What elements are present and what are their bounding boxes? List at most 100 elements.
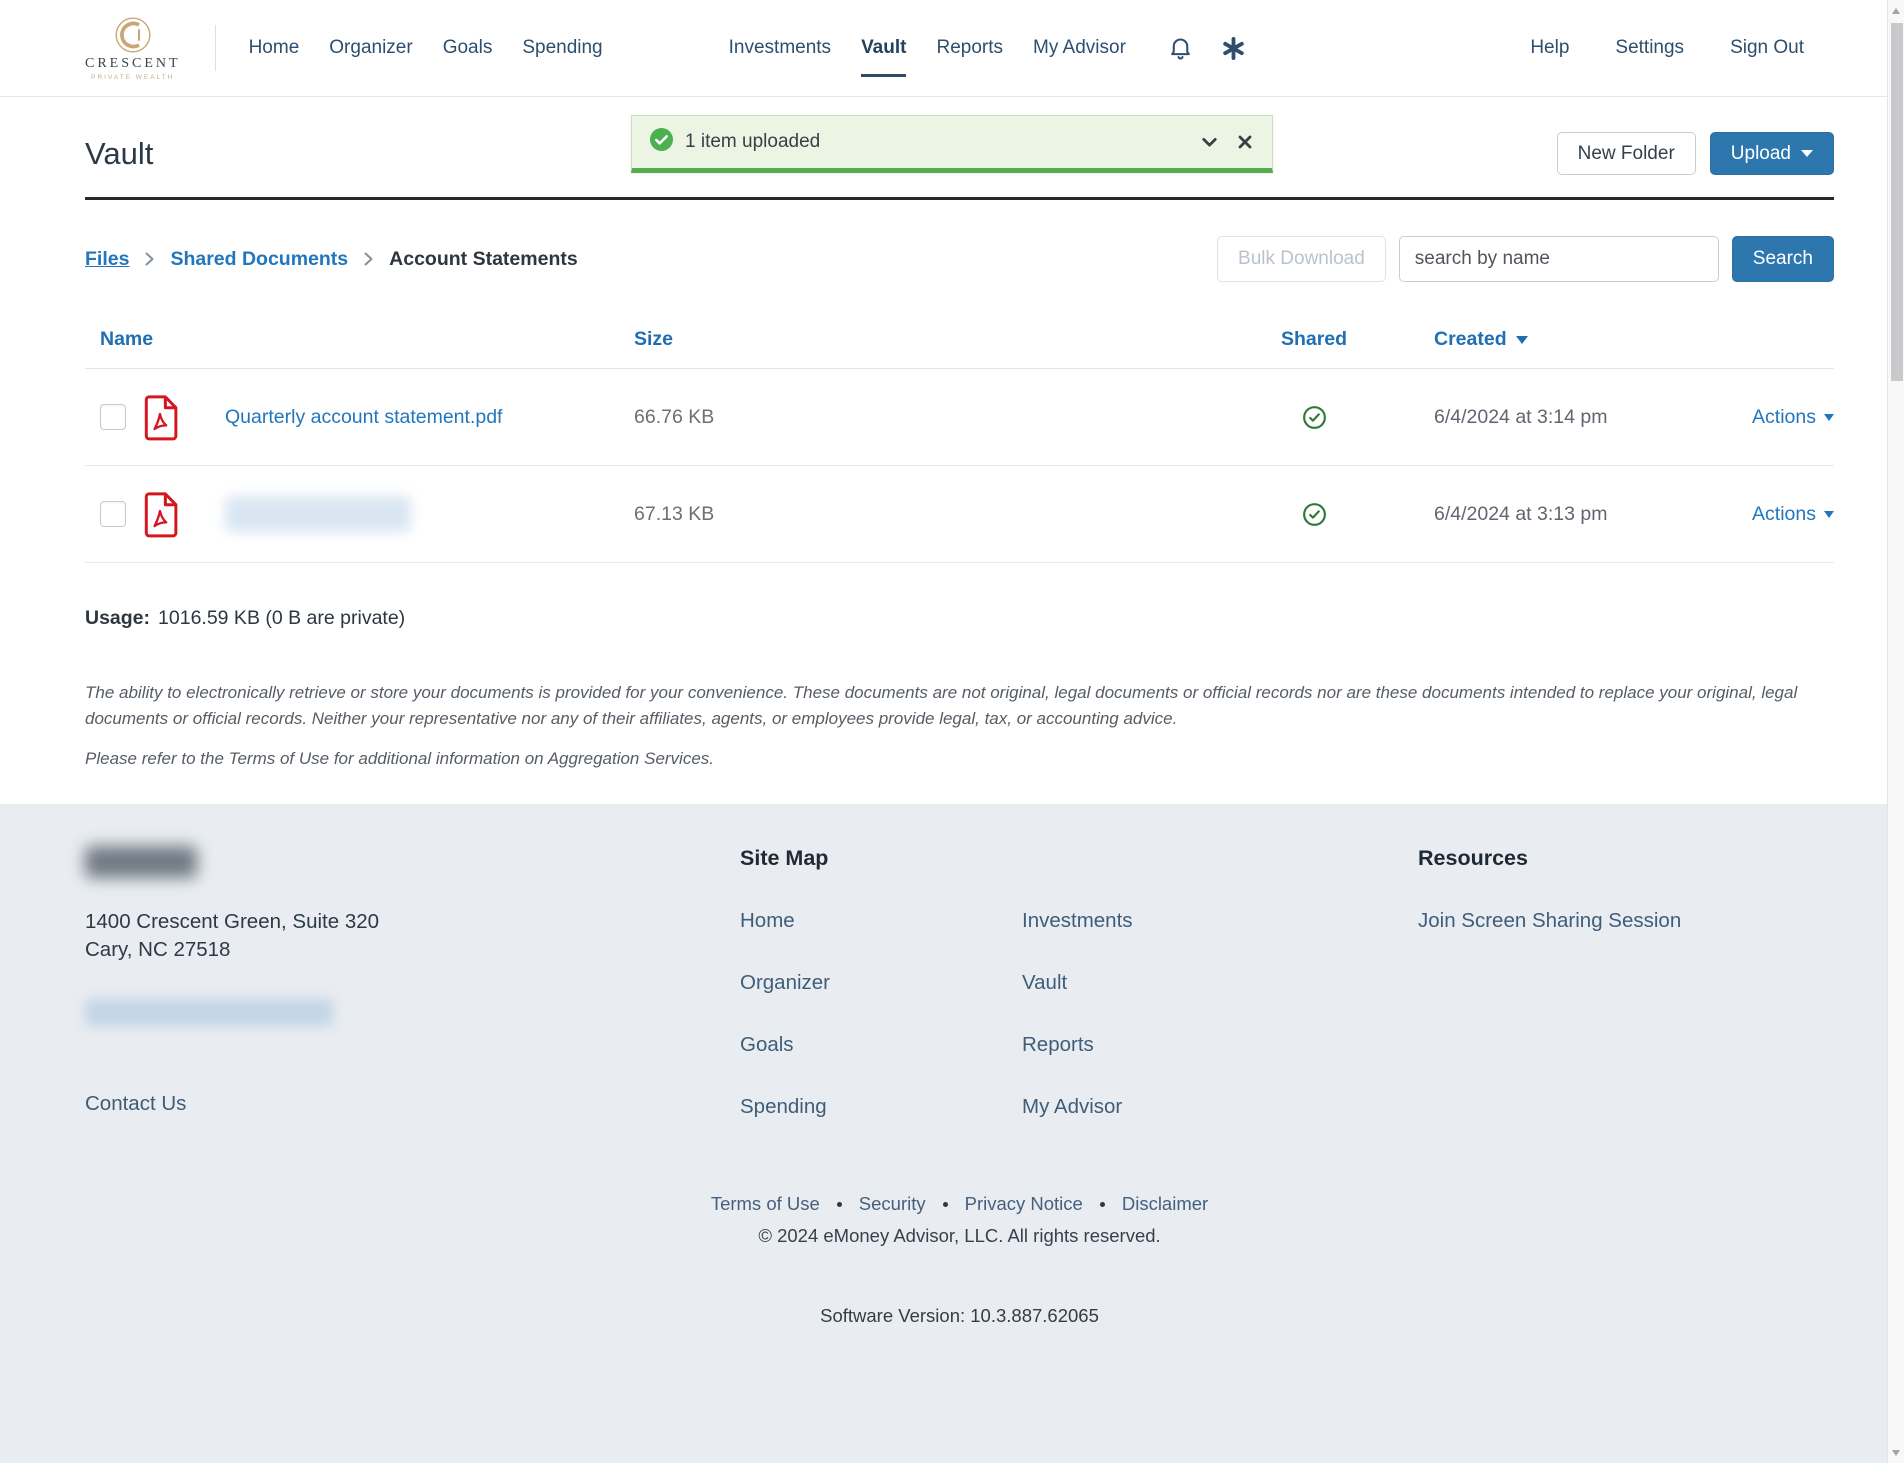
dot-separator (942, 1201, 948, 1207)
vertical-scrollbar[interactable] (1887, 0, 1904, 1463)
terms-of-use-link[interactable]: Terms of Use (710, 1193, 820, 1215)
breadcrumb: Files Shared Documents Account Statement… (85, 248, 578, 271)
breadcrumb-files[interactable]: Files (85, 247, 130, 270)
shared-check-icon (1301, 404, 1328, 431)
legal-links-row: Terms of Use Security Privacy Notice Dis… (85, 1193, 1834, 1215)
shared-check-icon (1301, 501, 1328, 528)
breadcrumb-current-folder: Account Statements (389, 247, 578, 270)
brand-name: CRESCENT (85, 55, 181, 71)
file-size: 67.13 KB (634, 502, 715, 525)
dot-separator (1099, 1201, 1105, 1207)
page-footer: 1400 Crescent Green, Suite 320 Cary, NC … (0, 804, 1904, 1463)
table-row: Quarterly account statement.pdf 66.76 KB… (85, 369, 1834, 466)
privacy-notice-link[interactable]: Privacy Notice (964, 1193, 1083, 1215)
dot-separator (836, 1201, 842, 1207)
nav-item-organizer[interactable]: Organizer (329, 37, 413, 58)
nav-item-goals[interactable]: Goals (442, 37, 493, 58)
row-actions-menu[interactable]: Actions (1752, 503, 1834, 526)
help-link[interactable]: Help (1530, 37, 1570, 58)
nav-item-reports[interactable]: Reports (936, 37, 1003, 58)
scrollbar-thumb[interactable] (1890, 23, 1903, 381)
main-nav: Home Organizer Goals Spending Investment… (234, 37, 1141, 77)
column-header-size[interactable]: Size (634, 328, 674, 350)
new-folder-button[interactable]: New Folder (1556, 132, 1696, 175)
banner-close-icon[interactable] (1236, 133, 1254, 151)
upload-caret-icon (1801, 150, 1813, 157)
breadcrumb-chevron-icon (363, 251, 374, 267)
footer-link-spending[interactable]: Spending (740, 1095, 827, 1119)
crescent-logo[interactable]: CRESCENT PRIVATE WEALTH (85, 16, 181, 81)
files-table: Name Size Shared Created Quarterly accou… (85, 328, 1834, 563)
column-header-shared[interactable]: Shared (1280, 328, 1348, 350)
nav-item-home[interactable]: Home (248, 37, 300, 58)
pdf-file-icon (140, 490, 225, 539)
footer-resources-column: Resources Join Screen Sharing Session (1418, 846, 1834, 1119)
file-name-link[interactable]: Quarterly account statement.pdf (225, 405, 503, 428)
sitemap-heading: Site Map (740, 846, 829, 871)
actions-caret-icon (1824, 413, 1834, 421)
screen-sharing-asterisk-icon[interactable] (1220, 35, 1247, 62)
disclaimer-link[interactable]: Disclaimer (1121, 1193, 1209, 1215)
file-toolbar: Bulk Download Search (1217, 236, 1834, 282)
page-header: Vault New Folder Upload (85, 97, 1834, 200)
legal-disclaimer: The ability to electronically retrieve o… (85, 680, 1834, 772)
actions-caret-icon (1824, 510, 1834, 518)
column-header-created[interactable]: Created (1434, 328, 1704, 351)
footer-link-home[interactable]: Home (740, 909, 795, 933)
banner-message: 1 item uploaded (685, 131, 821, 152)
join-screen-sharing-link[interactable]: Join Screen Sharing Session (1418, 909, 1682, 933)
banner-collapse-chevron-icon[interactable] (1199, 132, 1220, 153)
nav-item-vault[interactable]: Vault (846, 37, 921, 77)
contact-us-link[interactable]: Contact Us (85, 1091, 187, 1115)
created-timestamp: 6/4/2024 at 3:14 pm (1434, 405, 1608, 428)
upload-success-banner: 1 item uploaded (631, 115, 1273, 173)
usage-label: Usage: (85, 607, 151, 629)
column-header-name[interactable]: Name (100, 328, 154, 350)
notifications-bell-icon[interactable] (1167, 35, 1194, 62)
footer-sitemap-column: Site Map Home Investments Organizer Vaul… (740, 846, 1418, 1119)
page-title: Vault (85, 135, 154, 171)
row-checkbox[interactable] (100, 501, 126, 527)
top-navigation-bar: CRESCENT PRIVATE WEALTH Home Organizer G… (0, 0, 1904, 97)
nav-item-investments[interactable]: Investments (728, 37, 832, 58)
created-timestamp: 6/4/2024 at 3:13 pm (1434, 502, 1608, 525)
header-divider (214, 25, 216, 71)
upload-button[interactable]: Upload (1709, 132, 1834, 175)
row-actions-menu[interactable]: Actions (1752, 406, 1834, 429)
search-input[interactable] (1398, 236, 1719, 282)
nav-item-my-advisor[interactable]: My Advisor (1033, 37, 1126, 58)
email-link-redacted[interactable] (85, 998, 333, 1026)
file-size: 66.76 KB (634, 405, 715, 428)
nav-item-spending[interactable]: Spending (522, 37, 603, 58)
footer-link-investments[interactable]: Investments (1022, 909, 1133, 933)
breadcrumb-shared-documents[interactable]: Shared Documents (170, 247, 349, 270)
office-address: 1400 Crescent Green, Suite 320 Cary, NC … (85, 910, 380, 962)
copyright-notice: © 2024 eMoney Advisor, LLC. All rights r… (758, 1225, 1161, 1247)
row-checkbox[interactable] (100, 404, 126, 430)
scrollbar-down-arrow[interactable] (1888, 1444, 1904, 1461)
pdf-file-icon (140, 393, 225, 442)
bulk-download-button[interactable]: Bulk Download (1217, 236, 1386, 282)
footer-link-organizer[interactable]: Organizer (740, 971, 831, 995)
brand-tagline: PRIVATE WEALTH (91, 73, 175, 81)
sign-out-link[interactable]: Sign Out (1730, 37, 1804, 58)
search-button[interactable]: Search (1731, 236, 1834, 282)
resources-heading: Resources (1418, 846, 1528, 871)
footer-link-goals[interactable]: Goals (740, 1033, 794, 1057)
scrollbar-up-arrow[interactable] (1888, 2, 1904, 19)
advisor-name-redacted (85, 846, 197, 879)
software-version: Software Version: 10.3.887.62065 (820, 1305, 1099, 1327)
breadcrumb-chevron-icon (144, 251, 155, 267)
usage-value: 1016.59 KB (0 B are private) (158, 607, 406, 629)
security-link[interactable]: Security (858, 1193, 926, 1215)
breadcrumb-toolbar-row: Files Shared Documents Account Statement… (85, 236, 1834, 282)
storage-usage: Usage: 1016.59 KB (0 B are private) (85, 607, 1834, 630)
footer-link-reports[interactable]: Reports (1022, 1033, 1094, 1057)
crescent-logo-icon (114, 16, 152, 54)
settings-link[interactable]: Settings (1615, 37, 1685, 58)
file-name-redacted[interactable] (225, 496, 411, 532)
footer-link-my-advisor[interactable]: My Advisor (1022, 1095, 1123, 1119)
footer-link-vault[interactable]: Vault (1022, 971, 1068, 995)
table-header-row: Name Size Shared Created (85, 328, 1834, 369)
disclaimer-paragraph: Please refer to the Terms of Use for add… (85, 748, 715, 768)
